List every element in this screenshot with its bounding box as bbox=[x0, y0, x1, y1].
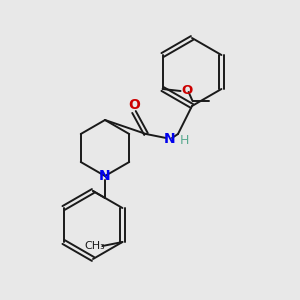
Text: N: N bbox=[99, 169, 111, 183]
Text: CH₃: CH₃ bbox=[84, 241, 105, 251]
Text: H: H bbox=[179, 134, 189, 148]
Text: O: O bbox=[128, 98, 140, 112]
Text: O: O bbox=[182, 85, 193, 98]
Text: N: N bbox=[164, 132, 176, 146]
